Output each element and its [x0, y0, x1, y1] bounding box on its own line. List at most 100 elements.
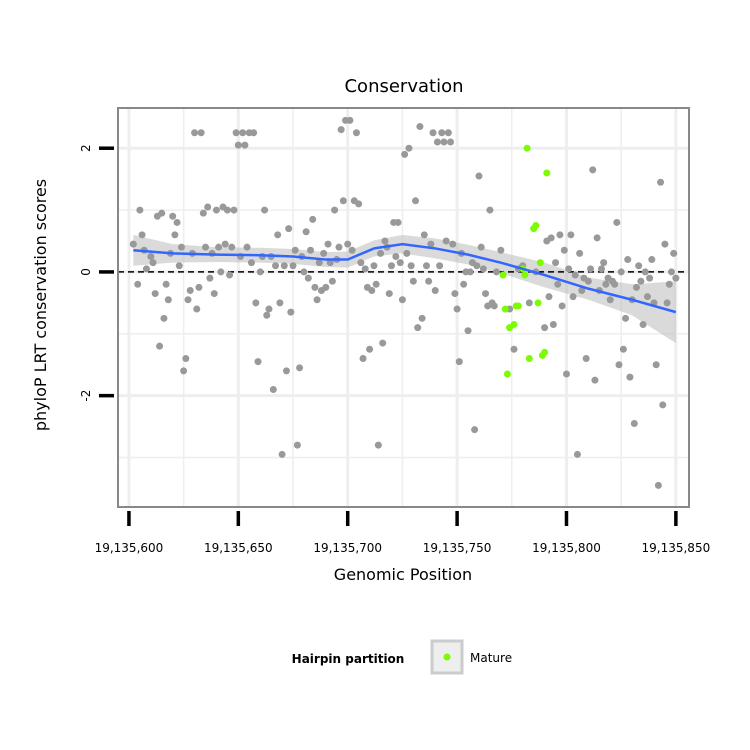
point-other-207 [617, 268, 625, 276]
point-other-17 [171, 231, 179, 239]
point-other-41 [223, 206, 231, 214]
point-other-0 [129, 240, 137, 248]
point-other-133 [425, 277, 433, 285]
point-other-101 [355, 200, 363, 208]
point-other-97 [346, 116, 354, 124]
point-mature-4 [510, 321, 518, 329]
point-other-136 [431, 286, 439, 294]
point-other-90 [331, 206, 339, 214]
point-other-206 [615, 361, 623, 369]
axis-ticks-layer: 19,135,600 19,135,650 19,135,700 19,135,750… [79, 144, 710, 555]
point-other-76 [300, 268, 308, 276]
point-other-186 [571, 271, 579, 279]
point-other-58 [261, 206, 269, 214]
point-other-38 [217, 268, 225, 276]
point-other-64 [274, 231, 282, 239]
point-mature-14 [536, 259, 544, 267]
chart-title: Conservation [344, 76, 463, 97]
point-other-103 [359, 355, 367, 363]
point-other-143 [447, 138, 455, 146]
plot-area [118, 108, 689, 507]
point-other-141 [442, 237, 450, 245]
point-other-179 [556, 231, 564, 239]
point-other-112 [379, 339, 387, 347]
point-other-132 [422, 262, 430, 270]
point-other-193 [587, 265, 595, 273]
point-other-230 [667, 268, 675, 276]
point-mature-13 [534, 299, 542, 307]
point-other-62 [269, 385, 277, 393]
point-other-170 [525, 299, 533, 307]
point-other-13 [162, 280, 170, 288]
point-mature-0 [499, 271, 507, 279]
point-other-213 [630, 419, 638, 427]
point-other-108 [370, 262, 378, 270]
point-other-140 [440, 138, 448, 146]
point-other-177 [552, 259, 560, 267]
legend-entry-mature: Mature [470, 651, 512, 665]
point-other-175 [547, 234, 555, 242]
point-other-22 [182, 355, 190, 363]
point-other-35 [210, 290, 218, 298]
point-other-110 [374, 441, 382, 449]
point-other-224 [654, 481, 662, 489]
point-other-78 [304, 274, 312, 282]
point-other-21 [180, 367, 188, 375]
point-other-208 [619, 345, 627, 353]
point-other-144 [449, 240, 457, 248]
point-other-87 [324, 240, 332, 248]
point-other-93 [337, 126, 345, 134]
point-other-42 [226, 271, 234, 279]
point-other-94 [339, 197, 347, 205]
point-other-83 [315, 259, 323, 267]
point-other-145 [451, 290, 459, 298]
point-other-92 [335, 243, 343, 251]
point-other-216 [637, 277, 645, 285]
point-other-134 [427, 240, 435, 248]
point-other-128 [414, 324, 422, 332]
point-other-55 [254, 358, 262, 366]
point-mature-8 [521, 271, 529, 279]
point-other-72 [291, 246, 299, 254]
point-other-215 [635, 262, 643, 270]
point-other-154 [471, 426, 479, 434]
legend-title: Hairpin partition [292, 652, 405, 666]
point-other-2 [136, 206, 144, 214]
point-other-115 [385, 290, 393, 298]
point-other-178 [554, 280, 562, 288]
point-other-102 [357, 259, 365, 267]
point-mature-10 [525, 355, 533, 363]
point-other-63 [272, 262, 280, 270]
point-other-36 [212, 206, 220, 214]
x-tick-label-3: 19,135,750 [423, 541, 492, 555]
point-other-106 [366, 345, 374, 353]
x-tick-label-4: 19,135,800 [532, 541, 601, 555]
y-axis-label: phyloP LRT conservation scores [31, 179, 50, 431]
point-mature-6 [514, 302, 522, 310]
smooth-line [133, 242, 677, 314]
point-other-107 [368, 286, 376, 294]
point-other-181 [560, 246, 568, 254]
point-other-30 [199, 209, 207, 217]
x-axis-label: Genomic Position [334, 565, 472, 584]
point-other-79 [307, 246, 315, 254]
point-other-56 [256, 268, 264, 276]
point-other-161 [486, 206, 494, 214]
point-other-225 [657, 178, 665, 186]
point-other-85 [320, 249, 328, 257]
point-other-71 [289, 262, 297, 270]
point-other-137 [433, 138, 441, 146]
point-mature-17 [543, 169, 551, 177]
point-other-189 [578, 286, 586, 294]
point-other-122 [401, 150, 409, 158]
point-other-16 [169, 212, 177, 220]
point-other-205 [613, 218, 621, 226]
point-other-131 [420, 231, 428, 239]
point-other-5 [142, 265, 150, 273]
point-other-27 [193, 305, 201, 313]
point-other-74 [296, 364, 304, 372]
point-other-48 [239, 129, 247, 137]
point-mature-1 [501, 305, 509, 313]
point-other-157 [477, 243, 485, 251]
point-other-77 [302, 228, 310, 236]
